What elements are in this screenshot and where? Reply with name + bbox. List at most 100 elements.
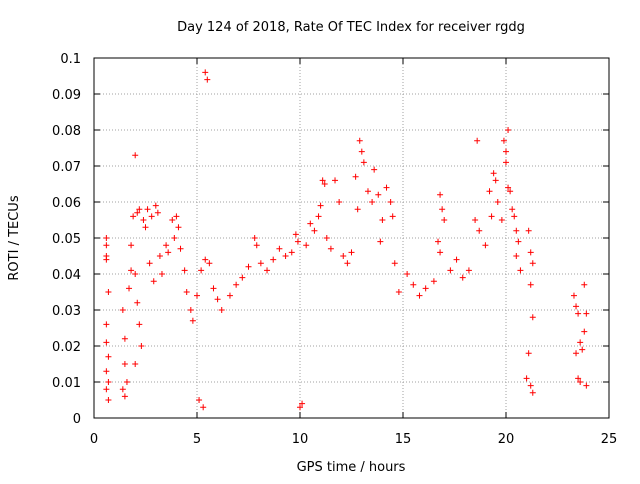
data-point [121,393,128,400]
y-tick-label: 0.09 [52,88,81,103]
data-point [103,386,110,393]
data-point [121,335,128,342]
data-point [529,260,536,267]
data-point [154,209,161,216]
y-tick-label: 0 [73,412,81,427]
data-point [136,321,143,328]
data-point [126,285,133,292]
data-point [303,242,310,249]
data-point [210,285,217,292]
data-point [156,253,163,259]
data-point [488,213,495,220]
data-point [356,137,363,144]
data-point [202,69,209,76]
data-point [148,213,155,220]
data-point [251,235,258,241]
y-tick-label: 0.07 [52,160,81,175]
x-tick-label: 5 [193,432,201,447]
data-point [581,281,588,288]
y-tick-label: 0.04 [52,268,81,283]
data-point [317,202,324,209]
data-point [375,191,382,198]
data-point [175,224,182,231]
data-point [103,339,110,346]
data-point [294,238,301,245]
data-point [513,253,520,259]
y-axis-label: ROTI / TECUs [7,195,22,280]
data-point [482,242,489,249]
data-point [239,274,246,281]
data-point [573,303,580,310]
chart-title: Day 124 of 2018, Rate Of TEC Index for r… [177,20,525,35]
gridlines [94,58,609,418]
x-tick-label: 20 [498,432,515,447]
data-point [297,404,303,411]
data-point [369,199,376,205]
data-point [437,191,444,198]
data-point [527,249,534,256]
data-point [214,296,221,303]
data-point [315,213,322,220]
data-point [360,159,367,166]
x-tick-label: 0 [90,432,98,447]
data-point [486,188,493,195]
data-point [404,271,411,277]
data-point [134,299,141,306]
data-point [158,271,165,277]
data-point [119,307,126,313]
data-point [132,361,139,367]
y-tick-label: 0.1 [60,52,81,67]
y-tick-label: 0.05 [52,232,81,247]
data-point [577,339,584,346]
data-point [494,199,501,205]
data-point [103,256,110,263]
data-point [136,206,143,213]
y-tick-label: 0.03 [52,304,81,319]
data-point [453,256,460,263]
data-point [165,249,172,256]
data-point [319,177,326,184]
data-point [198,267,205,274]
data-point [270,256,277,263]
data-point [336,199,343,205]
data-point [511,213,518,220]
data-point [503,159,509,166]
data-point [119,386,126,393]
data-point [474,137,481,144]
data-point [503,148,509,155]
data-point [132,271,139,277]
data-point [354,206,361,213]
data-point [422,285,429,292]
data-point [311,227,318,234]
x-tick-label: 25 [601,432,618,447]
data-point [377,238,384,245]
axis-ticks: 0 5 10 15 20 25 0 0.01 0.02 0.03 0.04 0.05 0.06 0.07 0… [52,52,617,447]
data-point [389,213,396,220]
data-point [344,260,351,267]
data-point [581,328,588,335]
data-point [288,249,295,256]
data-point [517,267,524,274]
data-point [583,310,590,317]
data-point [103,242,110,249]
data-point [134,209,141,216]
data-point [513,227,520,234]
data-point [500,137,507,144]
data-point [130,213,137,220]
data-point [321,181,328,187]
data-point [435,238,442,245]
y-tick-label: 0.06 [52,196,81,211]
data-point [123,379,130,385]
data-point [383,184,390,191]
data-point [575,310,582,317]
data-point [573,350,580,357]
data-point [105,289,112,295]
y-tick-label: 0.08 [52,124,81,139]
data-point [507,188,514,195]
data-point [105,353,112,360]
x-tick-label: 15 [395,432,412,447]
data-point [163,242,170,249]
data-point [575,375,582,382]
data-point [583,382,590,389]
